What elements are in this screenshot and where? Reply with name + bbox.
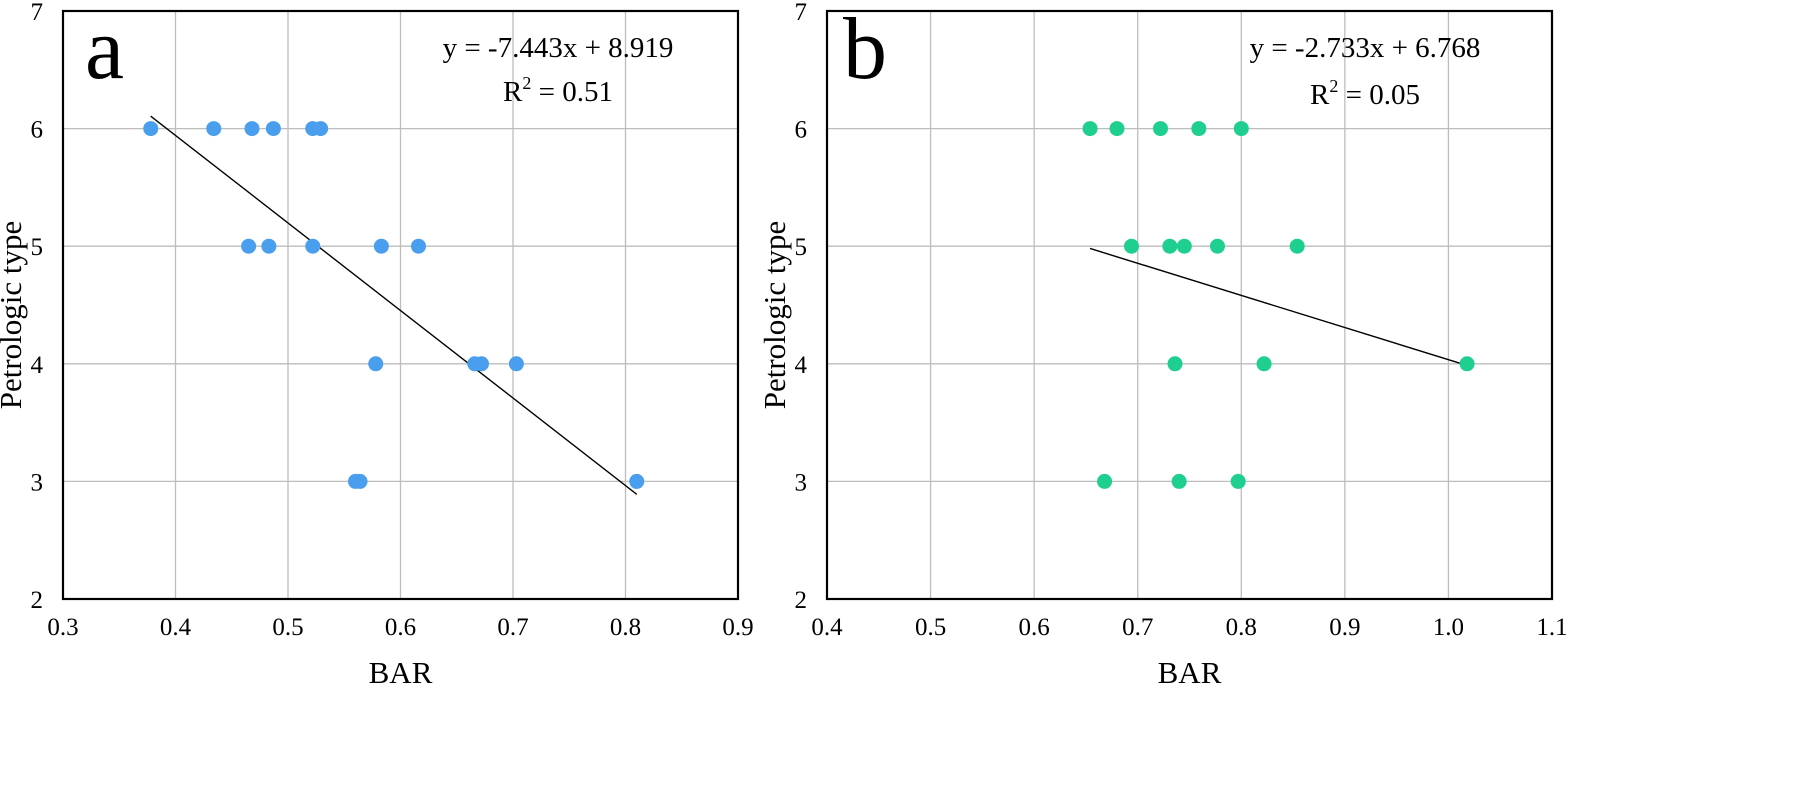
data-point bbox=[143, 121, 159, 137]
data-point bbox=[305, 238, 321, 254]
x-tick-label: 1.0 bbox=[1433, 614, 1464, 641]
data-point bbox=[411, 238, 426, 254]
data-point bbox=[508, 356, 524, 372]
data-point bbox=[206, 121, 222, 137]
y-tick-label: 7 bbox=[31, 0, 44, 26]
data-point bbox=[1162, 238, 1178, 254]
data-point bbox=[1171, 473, 1187, 489]
data-point bbox=[313, 121, 329, 137]
data-point bbox=[1097, 473, 1113, 489]
x-axis-label: BAR bbox=[369, 655, 433, 690]
y-tick-label: 4 bbox=[31, 352, 44, 379]
data-point bbox=[1153, 121, 1168, 137]
data-point bbox=[352, 473, 368, 489]
data-point bbox=[241, 238, 257, 254]
r-squared-label: R bbox=[1310, 79, 1330, 111]
data-point bbox=[244, 121, 260, 137]
grid-panel-a bbox=[63, 11, 738, 599]
x-tick-label: 0.4 bbox=[160, 614, 192, 641]
x-tick-label: 0.9 bbox=[722, 614, 753, 641]
x-tick-label: 0.9 bbox=[1329, 614, 1360, 641]
y-tick-label: 3 bbox=[795, 469, 808, 496]
panel-letter: b bbox=[843, 1, 887, 98]
x-tick-label: 0.6 bbox=[385, 614, 416, 641]
regression-line bbox=[1089, 247, 1468, 367]
regression-line bbox=[150, 115, 638, 495]
data-point bbox=[1233, 121, 1249, 137]
panel-letter: a bbox=[85, 1, 124, 98]
regression-equation: y = -7.443x + 8.919 bbox=[443, 32, 674, 64]
data-point bbox=[1109, 121, 1125, 137]
y-tick-label: 3 bbox=[31, 469, 44, 496]
plot-frame bbox=[61, 9, 740, 601]
plot-frame bbox=[825, 9, 1554, 601]
x-tick-label: 0.3 bbox=[47, 614, 78, 641]
data-point bbox=[1176, 238, 1192, 254]
data-point bbox=[1124, 238, 1139, 254]
r-squared: R2 = 0.51 bbox=[503, 73, 613, 108]
data-point bbox=[629, 473, 645, 489]
panel-b: 0.4 0.5 0.6 0.7 0.8 0.9 1.0 1.1 2 3 4 5 6 7 BAR Petrolo… bbox=[757, 0, 1568, 690]
grid-panel-b bbox=[827, 11, 1552, 599]
y-tick-label: 6 bbox=[31, 117, 44, 144]
y-tick-label: 4 bbox=[795, 352, 808, 379]
r-squared-label: R bbox=[503, 76, 523, 108]
data-point bbox=[261, 238, 277, 254]
y-axis-label: Petrologic type bbox=[0, 221, 28, 410]
data-point bbox=[474, 356, 489, 372]
data-point bbox=[368, 356, 384, 372]
x-tick-label: 0.8 bbox=[610, 614, 641, 641]
x-tick-label: 0.7 bbox=[497, 614, 528, 641]
r-squared: R2 = 0.05 bbox=[1310, 76, 1420, 111]
x-tick-label: 0.4 bbox=[811, 614, 843, 641]
r-squared-sup: 2 bbox=[1329, 76, 1338, 96]
data-point bbox=[373, 238, 389, 254]
y-axis-label: Petrologic type bbox=[757, 221, 792, 410]
data-point bbox=[1191, 121, 1207, 137]
x-tick-label: 0.6 bbox=[1019, 614, 1050, 641]
y-tick-label: 5 bbox=[31, 234, 44, 261]
r-squared-value: = 0.05 bbox=[1338, 79, 1420, 111]
y-tick-label: 2 bbox=[31, 587, 44, 614]
data-point bbox=[1230, 473, 1246, 489]
panel-a: 0.3 0.4 0.5 0.6 0.7 0.8 0.9 2 3 4 5 6 7 BAR Petrologic… bbox=[0, 0, 754, 690]
data-point bbox=[1256, 356, 1272, 372]
r-squared-value: = 0.51 bbox=[531, 76, 613, 108]
r-squared-sup: 2 bbox=[522, 73, 531, 93]
data-point bbox=[1167, 356, 1183, 372]
data-point bbox=[1209, 238, 1225, 254]
data-point bbox=[1082, 121, 1098, 137]
data-point bbox=[1289, 238, 1305, 254]
x-tick-label: 0.5 bbox=[272, 614, 303, 641]
y-tick-label: 5 bbox=[795, 234, 808, 261]
x-tick-label: 1.1 bbox=[1536, 614, 1567, 641]
x-tick-label: 0.5 bbox=[915, 614, 946, 641]
data-point bbox=[265, 121, 281, 137]
y-tick-label: 6 bbox=[795, 117, 808, 144]
x-tick-label: 0.7 bbox=[1122, 614, 1153, 641]
x-axis-label: BAR bbox=[1158, 655, 1222, 690]
regression-equation: y = -2.733x + 6.768 bbox=[1250, 32, 1481, 64]
y-tick-label: 7 bbox=[795, 0, 808, 26]
x-tick-label: 0.8 bbox=[1226, 614, 1257, 641]
data-point bbox=[1459, 356, 1475, 372]
y-tick-label: 2 bbox=[795, 587, 808, 614]
